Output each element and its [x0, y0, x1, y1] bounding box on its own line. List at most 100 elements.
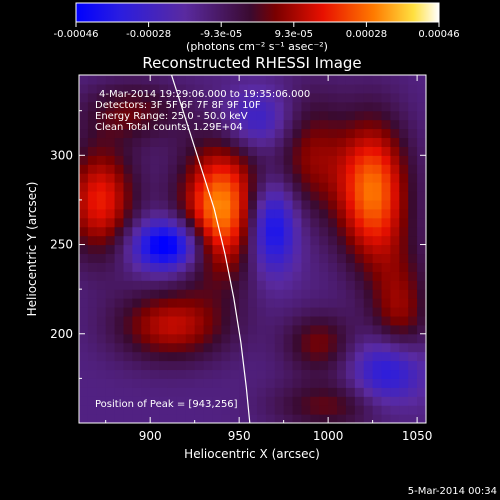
- heatmap-cell: [274, 280, 285, 290]
- heatmap-cell: [390, 324, 400, 335]
- heatmap-cell: [230, 414, 240, 423]
- heatmap-cell: [194, 182, 205, 192]
- heatmap-cell: [105, 298, 116, 308]
- heatmap-cell: [345, 235, 356, 246]
- heatmap-cell: [381, 173, 392, 183]
- heatmap-cell: [87, 75, 98, 85]
- heatmap-cell: [132, 396, 142, 406]
- annotation-line: 4-Mar-2014 19:29:06.000 to 19:35:06.000: [99, 89, 310, 100]
- heatmap-cell: [265, 137, 276, 147]
- heatmap-cell: [79, 235, 89, 246]
- heatmap-cell: [310, 155, 320, 165]
- heatmap-cell: [408, 208, 418, 219]
- heatmap-cell: [203, 324, 214, 335]
- heatmap-cell: [337, 164, 347, 174]
- heatmap-cell: [381, 110, 392, 121]
- heatmap-cell: [150, 164, 160, 174]
- heatmap-cell: [176, 119, 187, 130]
- heatmap-cell: [79, 164, 89, 174]
- heatmap-cell: [301, 119, 311, 130]
- heatmap-cell: [319, 199, 329, 210]
- heatmap-cell: [363, 173, 374, 183]
- heatmap-cell: [203, 307, 214, 317]
- heatmap-cell: [167, 83, 178, 94]
- heatmap-cell: [283, 324, 294, 335]
- heatmap-cell: [167, 182, 178, 192]
- heatmap-cell: [399, 378, 409, 388]
- heatmap-cell: [123, 351, 133, 362]
- heatmap-cell: [337, 342, 347, 353]
- heatmap-cell: [310, 83, 320, 94]
- heatmap-cell: [123, 164, 133, 174]
- heatmap-cell: [301, 83, 311, 94]
- heatmap-cell: [265, 182, 276, 192]
- heatmap-cell: [105, 414, 116, 423]
- heatmap-cell: [417, 280, 426, 290]
- heatmap-cell: [123, 333, 133, 344]
- heatmap-cell: [96, 199, 107, 210]
- heatmap-cell: [141, 92, 151, 103]
- heatmap-cell: [381, 226, 392, 237]
- heatmap-cell: [221, 191, 231, 201]
- heatmap-cell: [354, 155, 365, 165]
- heatmap-cell: [372, 119, 383, 130]
- heatmap-cell: [203, 315, 214, 326]
- heatmap-cell: [381, 253, 392, 263]
- heatmap-cell: [390, 83, 400, 94]
- heatmap-cell: [123, 396, 133, 406]
- heatmap-cell: [408, 164, 418, 174]
- heatmap-cell: [194, 101, 205, 112]
- heatmap-cell: [274, 119, 285, 130]
- heatmap-cell: [390, 378, 400, 388]
- heatmap-cell: [301, 101, 311, 112]
- heatmap-cell: [292, 387, 303, 397]
- heatmap-cell: [159, 360, 169, 371]
- heatmap-cell: [408, 342, 418, 353]
- heatmap-cell: [399, 369, 409, 379]
- heatmap-cell: [105, 405, 116, 415]
- heatmap-cell: [114, 280, 125, 290]
- heatmap-cell: [239, 244, 249, 255]
- heatmap-cell: [319, 217, 329, 228]
- heatmap-cell: [265, 280, 276, 290]
- heatmap-cell: [337, 378, 347, 388]
- heatmap-cell: [354, 324, 365, 335]
- heatmap-cell: [194, 333, 205, 344]
- heatmap-cell: [114, 369, 125, 379]
- heatmap-cell: [123, 101, 133, 112]
- heatmap-cell: [212, 92, 222, 103]
- heatmap-cell: [105, 75, 116, 85]
- heatmap-cell: [185, 280, 196, 290]
- heatmap-cell: [301, 137, 311, 147]
- heatmap-cell: [105, 324, 116, 335]
- heatmap-cell: [203, 333, 214, 344]
- heatmap-cell: [159, 110, 169, 121]
- heatmap-cell: [185, 191, 196, 201]
- heatmap-cell: [248, 164, 258, 174]
- heatmap-cell: [337, 191, 347, 201]
- heatmap-cell: [132, 342, 142, 353]
- heatmap-cell: [79, 226, 89, 237]
- heatmap-cell: [363, 315, 374, 326]
- heatmap-cell: [337, 173, 347, 183]
- heatmap-cell: [399, 244, 409, 255]
- heatmap-cell: [399, 387, 409, 397]
- heatmap-cell: [274, 110, 285, 121]
- heatmap-cell: [265, 128, 276, 139]
- heatmap-cell: [141, 101, 151, 112]
- heatmap-cell: [319, 191, 329, 201]
- heatmap-cell: [105, 262, 116, 272]
- heatmap-cell: [141, 360, 151, 371]
- heatmap-cell: [212, 128, 222, 139]
- heatmap-cell: [292, 208, 303, 219]
- heatmap-cell: [301, 333, 311, 344]
- heatmap-cell: [230, 75, 240, 85]
- heatmap-cell: [381, 191, 392, 201]
- heatmap-cell: [328, 137, 338, 147]
- heatmap-cell: [381, 315, 392, 326]
- heatmap-cell: [345, 289, 356, 299]
- heatmap-cell: [79, 333, 89, 344]
- heatmap-cell: [248, 307, 258, 317]
- heatmap-cell: [345, 217, 356, 228]
- heatmap-cell: [319, 271, 329, 281]
